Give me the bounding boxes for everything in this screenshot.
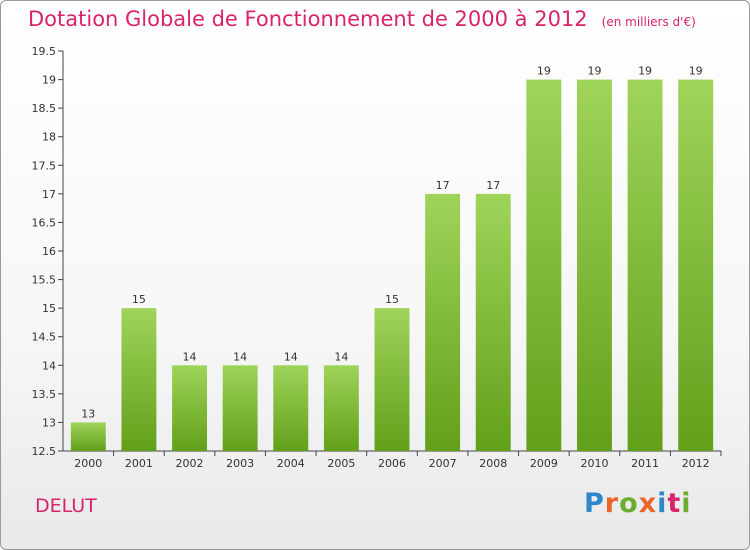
bar-value-label: 14	[334, 350, 348, 363]
y-tick-label: 13	[42, 416, 56, 429]
x-tick-label: 2007	[429, 457, 457, 470]
x-tick-label: 2004	[277, 457, 305, 470]
bar-2002	[172, 365, 208, 451]
y-tick-label: 19	[42, 74, 56, 87]
x-tick-label: 2009	[530, 457, 558, 470]
y-tick-label: 17.5	[32, 159, 57, 172]
bar-value-label: 19	[587, 65, 601, 78]
y-tick-label: 16	[42, 245, 56, 258]
commune-name: DELUT	[35, 495, 97, 517]
bar-value-label: 19	[689, 65, 703, 78]
bar-value-label: 15	[385, 293, 399, 306]
bar-2012	[678, 79, 714, 452]
y-tick-label: 15.5	[32, 274, 57, 287]
y-tick-label: 15	[42, 302, 56, 315]
bar-value-label: 14	[284, 350, 298, 363]
bar-2001	[121, 308, 157, 451]
bar-2007	[425, 193, 461, 451]
bar-value-label: 19	[537, 65, 551, 78]
x-tick-label: 2000	[74, 457, 102, 470]
x-tick-label: 2010	[580, 457, 608, 470]
logo-letter: i	[681, 488, 692, 519]
y-tick-label: 17	[42, 188, 56, 201]
x-axis: 2000 2001 2002 2003 2004 2005 2006 2007 2008 2009…	[63, 450, 722, 470]
logo-letter: x	[638, 488, 658, 519]
bar-value-label: 19	[638, 65, 652, 78]
bar-2010	[576, 79, 612, 452]
y-tick-label: 12.5	[32, 445, 57, 458]
y-axis: 12.5 13 13.5 14 14.5 15 15.5 16 16.5 17 17.5 18 18.5…	[32, 45, 64, 458]
logo-letter: P	[584, 488, 605, 519]
x-tick-label: 2008	[479, 457, 507, 470]
bar-labels: 13 15 14 14 14 14 15 17 17 19 19 19 19	[81, 65, 702, 421]
bar-value-label: 17	[436, 179, 450, 192]
bar-2009	[526, 79, 562, 452]
y-tick-label: 16.5	[32, 216, 57, 229]
logo-letter: r	[604, 488, 620, 519]
bar-value-label: 17	[486, 179, 500, 192]
y-tick-label: 19.5	[32, 45, 57, 58]
chart-title-block: Dotation Globale de Fonctionnement de 20…	[28, 7, 696, 31]
proxiti-logo[interactable]: Proxiti	[584, 488, 692, 519]
bar-value-label: 15	[132, 293, 146, 306]
y-tick-label: 18.5	[32, 102, 57, 115]
bar-value-label: 14	[233, 350, 247, 363]
bars	[70, 79, 714, 452]
y-tick-label: 18	[42, 131, 56, 144]
y-tick-label: 14.5	[32, 331, 57, 344]
bar-2004	[273, 365, 309, 451]
bar-value-label: 14	[183, 350, 197, 363]
bar-2008	[475, 193, 511, 451]
bar-2006	[374, 308, 410, 451]
x-tick-label: 2012	[682, 457, 710, 470]
y-tick-label: 13.5	[32, 388, 57, 401]
bar-2011	[627, 79, 663, 452]
x-tick-label: 2006	[378, 457, 406, 470]
y-tick-label: 14	[42, 359, 56, 372]
logo-letter: o	[619, 488, 639, 519]
bar-2003	[222, 365, 258, 451]
logo-letter: t	[667, 488, 682, 519]
x-tick-label: 2011	[631, 457, 659, 470]
x-tick-label: 2002	[176, 457, 204, 470]
chart-title: Dotation Globale de Fonctionnement de 20…	[28, 7, 588, 31]
bar-value-label: 13	[81, 407, 95, 420]
x-tick-label: 2003	[226, 457, 254, 470]
x-tick-label: 2005	[327, 457, 355, 470]
x-tick-label: 2001	[125, 457, 153, 470]
chart-unit: (en milliers d'€)	[601, 15, 696, 29]
bar-2005	[323, 365, 359, 451]
logo-letter: i	[657, 488, 668, 519]
bar-2000	[70, 422, 106, 451]
